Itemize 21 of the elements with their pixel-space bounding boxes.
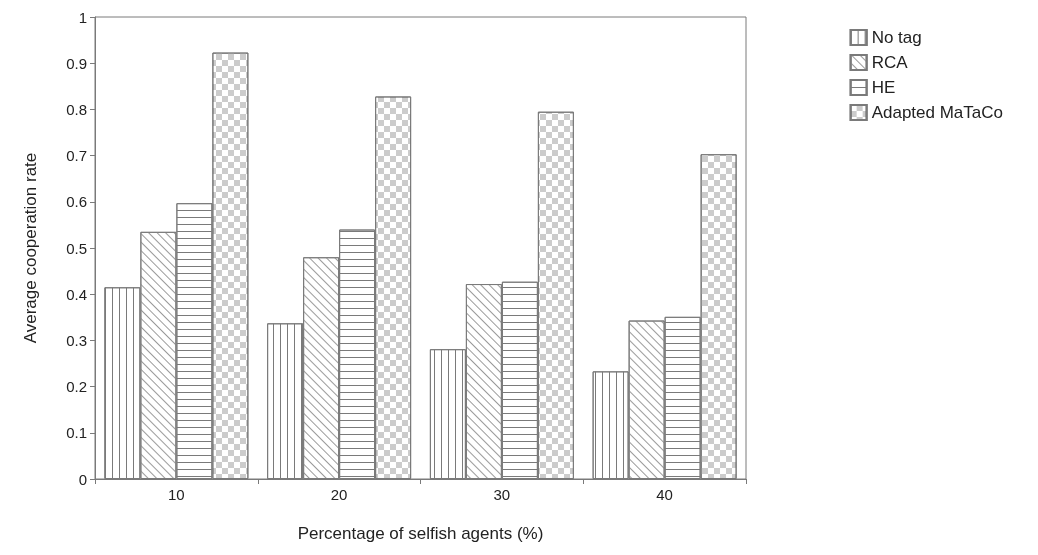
legend-label: No tag	[871, 28, 922, 47]
y-tick-label: 0.2	[66, 378, 87, 396]
y-tick-label: 0.3	[66, 331, 87, 349]
y-tick-label: 1	[78, 8, 87, 26]
x-tick-label: 20	[330, 486, 348, 503]
legend-label: HE	[871, 78, 896, 97]
y-tick-label: 0.9	[66, 54, 87, 72]
legend-label: RCA	[871, 53, 909, 72]
y-tick-label: 0.8	[66, 100, 87, 118]
y-tick-label: 0.5	[66, 239, 87, 257]
y-tick-label: 0.7	[66, 147, 87, 165]
y-tick-label: 0	[78, 470, 87, 488]
x-tick-label: 30	[493, 486, 511, 503]
legend-label: Adapted MaTaCo	[871, 103, 1004, 122]
y-axis-title: Average cooperation rate	[21, 152, 40, 344]
y-tick-label: 0.4	[66, 285, 87, 303]
y-tick-label: 0.6	[66, 193, 87, 211]
x-tick-label: 10	[168, 486, 185, 503]
x-axis-title: Percentage of selfish agents (%)	[297, 524, 544, 543]
y-tick-label: 0.1	[66, 424, 87, 442]
x-tick-label: 40	[656, 486, 673, 503]
